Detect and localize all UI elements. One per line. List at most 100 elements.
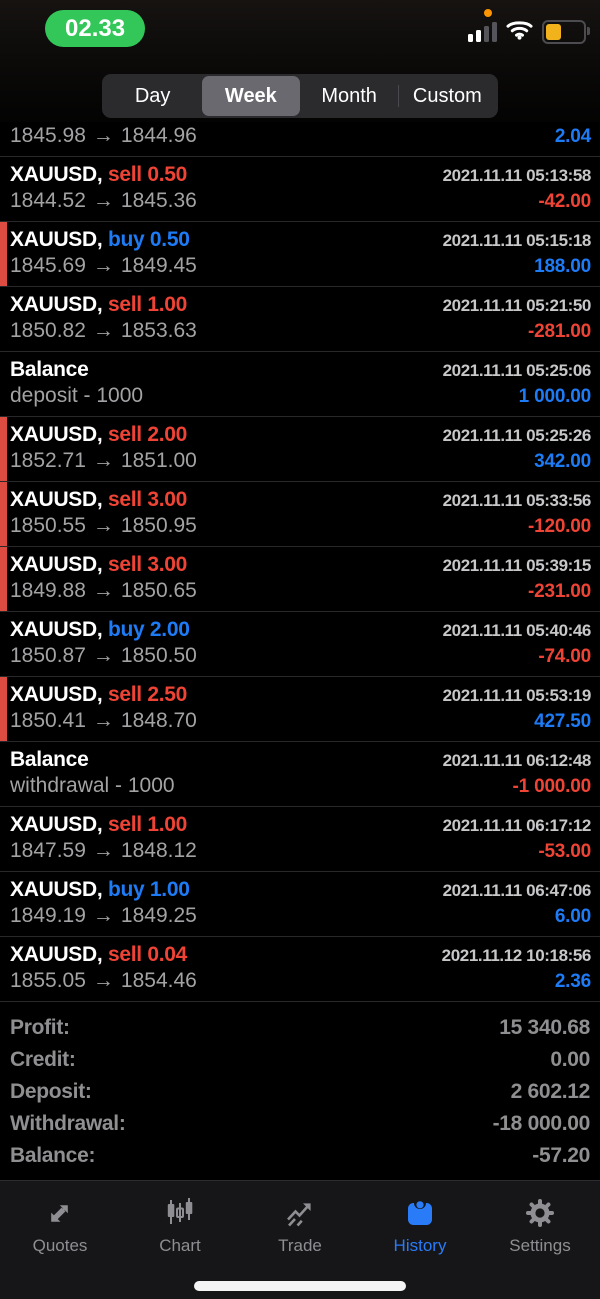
- tab-trade[interactable]: Trade: [240, 1194, 360, 1257]
- history-list[interactable]: 1845.98 → 1844.96 2.04 XAUUSD, sell 0.50 2021…: [0, 122, 600, 1002]
- arrow-right-icon: →: [92, 319, 114, 342]
- arrow-right-icon: →: [92, 969, 114, 992]
- history-row[interactable]: XAUUSD, buy 2.00 2021.11.11 05:40:46 1850.…: [0, 612, 600, 677]
- trade-icon: [281, 1195, 319, 1231]
- row-datetime: 2021.11.12 10:18:56: [441, 946, 592, 965]
- settings-icon: [521, 1195, 559, 1231]
- history-row[interactable]: XAUUSD, sell 0.50 2021.11.11 05:13:58 1844…: [0, 157, 600, 222]
- price-close: 1844.96: [120, 124, 197, 147]
- summary-label: Balance:: [10, 1144, 96, 1167]
- arrow-right-icon: →: [92, 124, 114, 147]
- arrow-right-icon: →: [92, 449, 114, 472]
- row-profit: -42.00: [538, 191, 591, 212]
- battery-icon: [542, 20, 590, 44]
- row-datetime: 2021.11.11 06:17:12: [442, 816, 592, 835]
- summary-value: 15 340.68: [499, 1016, 590, 1039]
- arrow-right-icon: →: [92, 904, 114, 927]
- tab-settings[interactable]: Settings: [480, 1194, 600, 1257]
- price-open: 1845.69: [10, 254, 86, 277]
- status-time: 02.33: [65, 14, 126, 42]
- summary-value: 2 602.12: [510, 1080, 591, 1103]
- row-side-volume: sell 2.00: [107, 423, 187, 446]
- history-row[interactable]: XAUUSD, sell 2.50 2021.11.11 05:53:19 1850…: [0, 677, 600, 742]
- history-row[interactable]: XAUUSD, buy 0.50 2021.11.11 05:15:18 1845.…: [0, 222, 600, 287]
- row-header-line: XAUUSD, buy 2.00 2021.11.11 05:40:46: [10, 618, 591, 642]
- tab-history[interactable]: History: [360, 1194, 480, 1257]
- row-profit: -53.00: [538, 841, 591, 862]
- history-row[interactable]: XAUUSD, sell 3.00 2021.11.11 05:39:15 1849…: [0, 547, 600, 612]
- row-datetime: 2021.11.11 05:53:19: [442, 686, 592, 705]
- history-row[interactable]: 1845.98 → 1844.96 2.04: [0, 122, 600, 157]
- row-symbol: XAUUSD,: [10, 228, 108, 251]
- tab-quotes[interactable]: Quotes: [0, 1194, 120, 1257]
- arrow-right-icon: →: [92, 514, 114, 537]
- row-side-volume: sell 3.00: [107, 488, 187, 511]
- row-symbol: XAUUSD,: [10, 553, 108, 576]
- home-indicator[interactable]: [194, 1281, 406, 1291]
- row-datetime: 2021.11.11 05:15:18: [442, 231, 592, 250]
- row-datetime: 2021.11.11 05:33:56: [442, 491, 592, 510]
- row-title: XAUUSD, buy 2.00: [10, 618, 190, 642]
- price-open: 1850.82: [10, 319, 86, 342]
- row-header-line: XAUUSD, sell 2.00 2021.11.11 05:25:26: [10, 423, 591, 447]
- row-header-line: XAUUSD, buy 1.00 2021.11.11 06:47:06: [10, 878, 591, 902]
- row-symbol: XAUUSD,: [10, 423, 108, 446]
- summary-value: -57.20: [532, 1144, 590, 1167]
- history-row[interactable]: XAUUSD, sell 2.00 2021.11.11 05:25:26 1852…: [0, 417, 600, 482]
- row-profit: -1 000.00: [512, 776, 592, 797]
- row-side-volume: sell 0.04: [107, 943, 187, 966]
- tab-chart[interactable]: Chart: [120, 1194, 240, 1257]
- price-close: 1849.45: [120, 254, 197, 277]
- row-detail-line: 1855.05 → 1854.46 2.36: [10, 969, 591, 993]
- row-detail-line: 1845.98 → 1844.96 2.04: [10, 124, 591, 148]
- row-prices: 1845.69 → 1849.45: [10, 254, 197, 278]
- history-row[interactable]: Balance 2021.11.11 05:25:06 deposit - 1000…: [0, 352, 600, 417]
- row-header-line: XAUUSD, buy 0.50 2021.11.11 05:15:18: [10, 228, 591, 252]
- row-title: XAUUSD, buy 0.50: [10, 228, 190, 252]
- time-pill[interactable]: 02.33: [45, 10, 146, 47]
- history-row[interactable]: XAUUSD, sell 1.00 2021.11.11 06:17:12 1847…: [0, 807, 600, 872]
- row-detail-line: 1849.88 → 1850.65 -231.00: [10, 579, 591, 603]
- row-datetime: 2021.11.11 05:21:50: [442, 296, 592, 315]
- row-accent-strip: [0, 547, 7, 611]
- price-close: 1850.95: [120, 514, 197, 537]
- segment-day[interactable]: Day: [104, 76, 201, 116]
- price-close: 1850.65: [120, 579, 197, 602]
- row-prices: 1855.05 → 1854.46: [10, 969, 197, 993]
- row-detail-line: withdrawal - 1000 -1 000.00: [10, 774, 591, 798]
- tab-bar: Quotes Chart Trade History Settings: [0, 1180, 600, 1299]
- price-open: 1849.19: [10, 904, 86, 927]
- summary-section: Profit: 15 340.68 Credit: 0.00 Deposit: 2 602…: [0, 1002, 600, 1172]
- segment-month[interactable]: Month: [301, 76, 398, 116]
- row-title: XAUUSD, sell 1.00: [10, 813, 187, 837]
- history-row[interactable]: XAUUSD, sell 3.00 2021.11.11 05:33:56 1850…: [0, 482, 600, 547]
- row-prices: 1850.82 → 1853.63: [10, 319, 197, 343]
- row-accent-strip: [0, 677, 7, 741]
- segment-week[interactable]: Week: [202, 76, 300, 116]
- period-filter: Day Week Month Custom: [0, 74, 600, 118]
- history-row[interactable]: XAUUSD, buy 1.00 2021.11.11 06:47:06 1849.…: [0, 872, 600, 937]
- history-row[interactable]: XAUUSD, sell 1.00 2021.11.11 05:21:50 1850…: [0, 287, 600, 352]
- segment-custom[interactable]: Custom: [399, 76, 496, 116]
- row-balance-title: Balance: [10, 358, 89, 381]
- summary-label: Withdrawal:: [10, 1112, 126, 1135]
- summary-row: Credit: 0.00: [10, 1044, 590, 1076]
- row-side-volume: buy 0.50: [107, 228, 190, 251]
- row-title: Balance: [10, 748, 89, 772]
- row-prices: 1845.98 → 1844.96: [10, 124, 197, 148]
- price-close: 1853.63: [120, 319, 197, 342]
- tab-label: Trade: [278, 1236, 322, 1255]
- row-balance-title: Balance: [10, 748, 89, 771]
- history-row[interactable]: Balance 2021.11.11 06:12:48 withdrawal - 1…: [0, 742, 600, 807]
- tab-label: History: [393, 1236, 447, 1255]
- row-datetime: 2021.11.11 05:13:58: [442, 166, 592, 185]
- quotes-icon: [41, 1195, 79, 1231]
- history-row[interactable]: XAUUSD, sell 0.04 2021.11.12 10:18:56 1855…: [0, 937, 600, 1002]
- row-detail-line: 1852.71 → 1851.00 342.00: [10, 449, 591, 473]
- status-icons: [468, 19, 590, 45]
- wifi-icon: [506, 19, 533, 45]
- row-title: Balance: [10, 358, 89, 382]
- row-accent-strip: [0, 417, 7, 481]
- row-profit: 427.50: [534, 711, 591, 732]
- price-open: 1852.71: [10, 449, 86, 472]
